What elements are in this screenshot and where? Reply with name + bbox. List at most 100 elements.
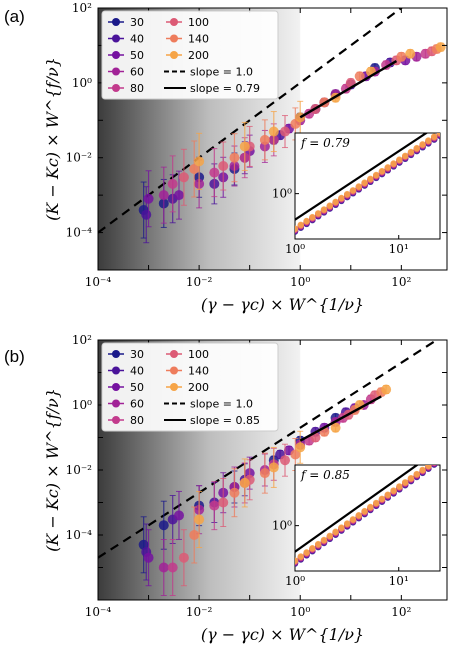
- inset-point: [437, 454, 443, 460]
- y-tick-label: 10⁻²: [66, 151, 93, 165]
- series-200: [194, 384, 392, 548]
- data-point: [158, 520, 169, 531]
- legend-label: 60: [130, 398, 144, 411]
- legend-box: [101, 10, 279, 100]
- slope-line-dashed: [98, 8, 404, 234]
- inset-plot: [295, 454, 443, 567]
- slope-line-dashed: [98, 340, 439, 559]
- inset-point: [437, 455, 443, 461]
- data-point: [290, 449, 301, 460]
- panel-a: (a) 10⁻⁴ 10⁻² 10⁰ 10² 10⁻⁴ 10⁻² 10⁰ 10² (γ − γc) …: [4, 1, 448, 314]
- data-point: [189, 163, 200, 174]
- inset-point: [432, 465, 436, 466]
- series-100: [178, 46, 437, 206]
- legend-marker: [112, 366, 120, 375]
- data-point: [259, 468, 270, 479]
- inset-point: [295, 557, 299, 564]
- inset-point: [367, 175, 374, 182]
- data-point: [268, 462, 279, 473]
- data-point: [194, 514, 205, 525]
- legend-label: 40: [130, 33, 144, 46]
- legend-box: [101, 342, 279, 432]
- legend-marker: [112, 67, 120, 76]
- legend-label: 50: [130, 49, 144, 62]
- legend-marker: [170, 383, 178, 391]
- inset-point: [295, 225, 299, 232]
- legend-label: 60: [130, 66, 144, 79]
- inset-point: [413, 470, 420, 478]
- x-axis-label: (γ − γc) × W^{1/ν}: [201, 295, 364, 314]
- data-point: [259, 134, 270, 145]
- legend-marker: [170, 366, 178, 375]
- data-point: [295, 442, 306, 453]
- inset-point: [419, 466, 426, 474]
- legend-marker: [112, 416, 120, 424]
- inset-point: [303, 549, 310, 556]
- legend-marker: [112, 84, 120, 92]
- legend-marker: [112, 34, 120, 43]
- legend: 30 40 50 60 80 100 140 200 slope = 1.0 slope = 0.…: [101, 10, 279, 100]
- x-axis-label: (γ − γc) × W^{1/ν}: [201, 625, 364, 644]
- data-point: [167, 562, 178, 573]
- inset-point: [413, 144, 420, 152]
- legend-label: slope = 1.0: [190, 66, 253, 79]
- slope-line-solid: [299, 60, 398, 119]
- inset-slope-line: [295, 465, 419, 553]
- inset-y-tick-label: 10⁰: [272, 187, 292, 201]
- inset-x-tick-label: 10⁰: [285, 574, 305, 588]
- inset-point: [344, 520, 351, 527]
- data-point: [173, 190, 184, 201]
- inset-point: [349, 516, 357, 523]
- inset-point: [320, 206, 328, 213]
- legend-label: 30: [130, 16, 144, 29]
- series-140: [189, 44, 442, 198]
- data-point: [239, 477, 250, 488]
- inset-point: [349, 187, 357, 194]
- y-tick-label: 10⁻²: [66, 463, 93, 477]
- x-tick-label: 10²: [391, 605, 411, 619]
- legend-label: 50: [130, 381, 144, 394]
- legend-label: 100: [188, 16, 209, 29]
- inset: f = 0.85 10⁰ 10¹ 10⁰: [272, 454, 443, 588]
- data-point: [141, 209, 152, 220]
- inset-point: [437, 457, 443, 463]
- legend-label: 200: [188, 381, 209, 394]
- legend-marker: [170, 34, 178, 43]
- inset-point: [332, 528, 339, 535]
- y-tick-label: 10²: [72, 1, 92, 15]
- inset-point: [425, 465, 432, 469]
- legend-label: slope = 1.0: [190, 398, 253, 411]
- inset-point: [437, 456, 443, 462]
- legend-label: slope = 0.79: [190, 82, 260, 95]
- y-tick-label: 10⁻⁴: [66, 528, 93, 542]
- data-point: [173, 510, 184, 521]
- inset-point: [315, 210, 322, 217]
- inset-point: [396, 483, 403, 490]
- inset-plot: [295, 133, 440, 235]
- inset-point: [309, 213, 316, 221]
- inset-y-tick-label: 10⁰: [272, 519, 292, 533]
- data-point: [209, 500, 220, 511]
- inset-point: [437, 455, 443, 461]
- inset-point: [326, 532, 333, 540]
- x-tick-label: 10⁰: [290, 275, 310, 289]
- legend-marker: [112, 383, 120, 391]
- legend-marker: [112, 399, 120, 408]
- legend-label: 80: [130, 82, 144, 95]
- legend-label: 40: [130, 365, 144, 378]
- legend-marker: [112, 350, 120, 358]
- data-point: [189, 530, 200, 540]
- data-point: [143, 552, 154, 563]
- data-point: [405, 48, 416, 59]
- inset-point: [320, 536, 328, 544]
- inset-x-tick-label: 10¹: [389, 574, 409, 588]
- inset-label: f = 0.79: [300, 136, 350, 150]
- inset-point: [338, 524, 345, 531]
- data-point: [218, 497, 229, 508]
- data-point: [178, 552, 189, 563]
- legend-marker: [170, 18, 178, 26]
- y-tick-label: 10⁰: [72, 76, 92, 90]
- legend-label: 80: [130, 414, 144, 427]
- inset-point: [309, 545, 316, 552]
- x-tick-label: 10⁻⁴: [85, 605, 112, 619]
